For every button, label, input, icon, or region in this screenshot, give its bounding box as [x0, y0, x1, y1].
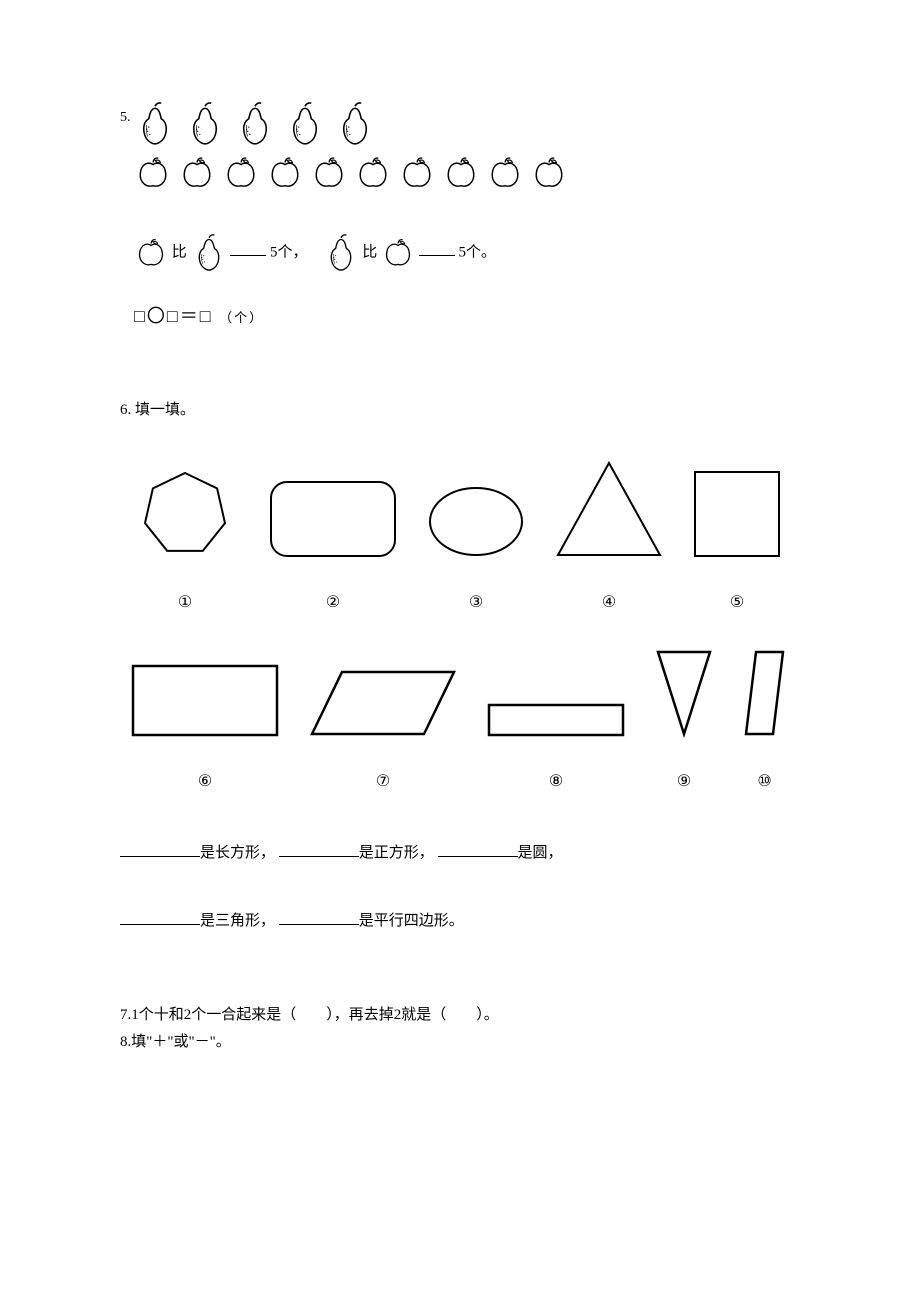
question-5: 5.: [120, 100, 830, 328]
equation-line: □〇□＝□ （个）: [134, 302, 830, 328]
pear-icon: [234, 115, 276, 131]
fill-b: 是正方形，: [359, 845, 434, 861]
shape-label: ④: [554, 592, 664, 612]
shape-rect: [486, 702, 626, 743]
label-row-2: ⑥ ⑦ ⑧ ⑨ ⑩: [130, 771, 830, 791]
shape-label: ③: [426, 592, 526, 612]
pear-icon: [284, 115, 326, 131]
blank-square: [279, 842, 359, 857]
fill-lines: 是长方形， 是正方形， 是圆， 是三角形， 是平行四边形。: [120, 831, 830, 943]
equation-unit: （个）: [219, 310, 264, 325]
apple-icon: [134, 164, 172, 180]
shape-label: ⑥: [130, 771, 280, 791]
apple-icon: [398, 164, 436, 180]
blank-rect: [120, 842, 200, 857]
equation: □〇□＝□: [134, 306, 213, 326]
blank-1: [230, 241, 266, 256]
apple-icon: [266, 164, 304, 180]
q5-number: 5.: [120, 110, 131, 126]
apple-icon: [354, 164, 392, 180]
q6-title: 填一填。: [135, 402, 195, 418]
compare-text-2: 5个。: [459, 244, 497, 260]
shape-square: [692, 469, 782, 564]
shapes-area: ① ② ③ ④ ⑤ ⑥ ⑦ ⑧ ⑨ ⑩: [130, 459, 830, 791]
shape-label: ⑨: [654, 771, 714, 791]
shape-label: ⑦: [308, 771, 458, 791]
blank-para: [279, 910, 359, 925]
blank-2: [419, 241, 455, 256]
question-6: 6. 填一填。 ① ② ③ ④ ⑤ ⑥ ⑦ ⑧ ⑨ ⑩ 是长方形， 是正方形， 是圆， 是三角形…: [120, 398, 830, 943]
apple-icon: [381, 244, 415, 260]
q6-number: 6.: [120, 402, 131, 418]
pear-icon: [334, 115, 376, 131]
shape-label: ②: [268, 592, 398, 612]
apple-icon: [486, 164, 524, 180]
shape-row-2: [130, 648, 830, 743]
shape-triangle: [554, 459, 664, 564]
shape-parallelogram: [308, 668, 458, 743]
shape-label: ⑩: [742, 771, 787, 791]
shape-label: ①: [130, 592, 240, 612]
compare-bi-1: 比: [172, 244, 187, 260]
shape-row-1: [130, 459, 830, 564]
question-8: 8.填"＋"或"－"。: [120, 1030, 830, 1051]
pear-icon: [323, 244, 359, 260]
compare-bi-2: 比: [362, 244, 377, 260]
pear-icon: [134, 115, 176, 131]
q7-text: 7.1个十和2个一合起来是（ ），再去掉2就是（ ）。: [120, 1007, 499, 1023]
fill-d: 是三角形，: [200, 913, 275, 929]
apple-icon: [134, 244, 168, 260]
apple-icon: [310, 164, 348, 180]
apple-icon: [530, 164, 568, 180]
apple-icon: [442, 164, 480, 180]
shape-heptagon: [130, 469, 240, 564]
apple-icon: [222, 164, 260, 180]
compare-text-1: 5个，: [270, 244, 308, 260]
pear-icon: [184, 115, 226, 131]
shape-parallelogram-tall: [742, 648, 787, 743]
blank-circle: [438, 842, 518, 857]
pear-row: [134, 115, 384, 131]
shape-label: ⑤: [692, 592, 782, 612]
compare-line: 比 5个， 比 5个。: [134, 232, 830, 274]
fill-e: 是平行四边形。: [359, 913, 464, 929]
shape-roundrect: [268, 479, 398, 564]
shape-label: ⑧: [486, 771, 626, 791]
blank-triangle: [120, 910, 200, 925]
question-7: 7.1个十和2个一合起来是（ ），再去掉2就是（ ）。: [120, 1003, 830, 1024]
fill-c: 是圆，: [518, 845, 563, 861]
apple-row: [134, 154, 830, 192]
shape-ellipse: [426, 484, 526, 564]
apple-icon: [178, 164, 216, 180]
label-row-1: ① ② ③ ④ ⑤: [130, 592, 830, 612]
shape-triangle-down: [654, 648, 714, 743]
fill-a: 是长方形，: [200, 845, 275, 861]
shape-rect: [130, 663, 280, 743]
q8-text: 8.填"＋"或"－"。: [120, 1034, 231, 1050]
pear-icon: [191, 244, 227, 260]
